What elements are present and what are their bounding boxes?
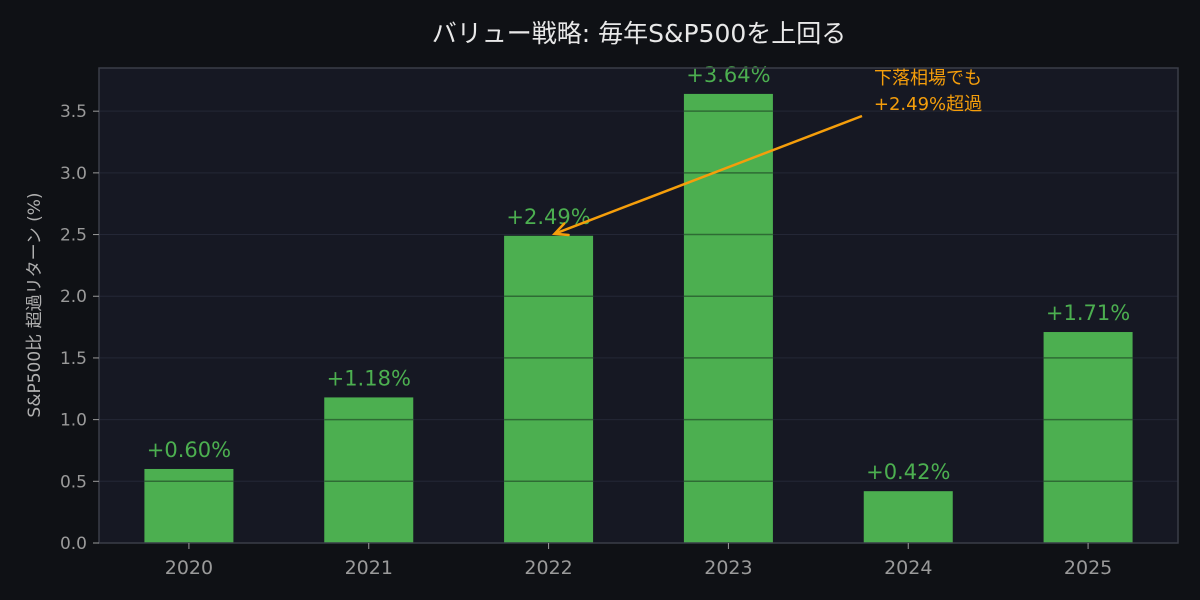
annotation-arrow: [554, 114, 863, 235]
bar-2022: [504, 235, 594, 543]
y-axis-label: S&P500比 超過リターン (%): [25, 192, 45, 417]
bar-value-label-2023: +3.64%: [686, 63, 770, 87]
annotation-arrowhead: [551, 222, 570, 237]
bar-2020: [144, 468, 234, 543]
y-tick-label: 2.5: [60, 226, 87, 246]
x-tick-label-2021: 2021: [345, 557, 393, 579]
y-tick-label: 3.5: [60, 102, 87, 122]
y-tick-label: 0.5: [60, 472, 87, 492]
bar-2021: [324, 397, 414, 543]
chart-title: バリュー戦略: 毎年S&P500を上回る: [432, 19, 847, 48]
y-tick-label: 1.0: [60, 411, 87, 431]
plot-frame: [98, 67, 1179, 544]
x-tick-label-2022: 2022: [524, 557, 572, 579]
x-tick-label-2025: 2025: [1064, 557, 1112, 579]
y-tick-label: 0.0: [60, 534, 87, 554]
bar-2025: [1043, 332, 1133, 543]
x-tick-label-2024: 2024: [884, 557, 932, 579]
x-tick-label-2023: 2023: [704, 557, 752, 579]
annotation-text-line: 下落相場でも: [874, 68, 982, 89]
bar-value-label-2025: +1.71%: [1046, 301, 1130, 325]
y-tick-label: 2.0: [60, 287, 87, 307]
bar-value-label-2020: +0.60%: [147, 438, 231, 462]
x-tick-label-2020: 2020: [165, 557, 213, 579]
y-tick-label: 3.0: [60, 164, 87, 184]
bar-2023: [683, 93, 773, 543]
annotation-text-line: +2.49%超過: [874, 94, 982, 115]
bar-value-label-2021: +1.18%: [327, 366, 411, 390]
plot-area: [99, 68, 1178, 543]
bar-value-label-2024: +0.42%: [866, 460, 950, 484]
y-tick-label: 1.5: [60, 349, 87, 369]
bar-2024: [863, 491, 953, 543]
